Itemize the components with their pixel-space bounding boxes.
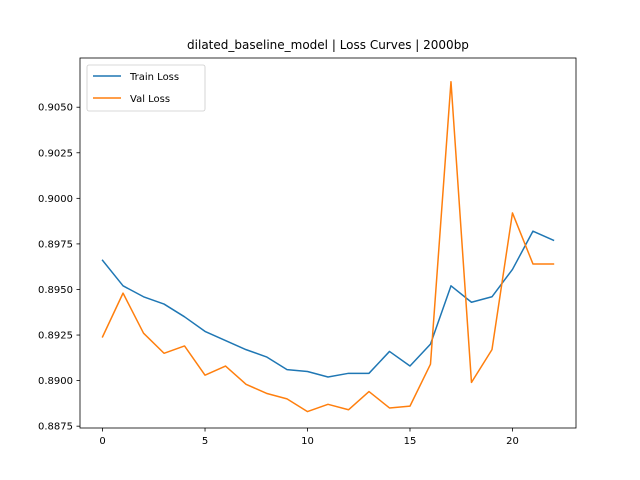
y-tick-label: 0.9050: [38, 103, 73, 114]
x-tick-label: 10: [301, 436, 314, 447]
x-tick-label: 15: [404, 436, 417, 447]
y-tick-label: 0.8900: [38, 376, 73, 387]
y-tick-label: 0.8975: [38, 239, 73, 250]
legend-label-val: Val Loss: [130, 94, 170, 105]
series-line-1: [101, 80, 555, 413]
y-tick-label: 0.8925: [38, 331, 73, 342]
x-tick-label: 5: [202, 436, 208, 447]
x-tick-label: 20: [506, 436, 519, 447]
chart-title: dilated_baseline_model | Loss Curves | 2…: [187, 38, 469, 52]
x-tick-label: 0: [99, 436, 105, 447]
legend: Train Loss Val Loss: [86, 64, 206, 112]
series-line-0: [101, 230, 555, 378]
y-tick-label: 0.9000: [38, 194, 73, 205]
plot-area-frame: [79, 57, 577, 429]
y-tick-label: 0.9025: [38, 148, 73, 159]
y-tick-label: 0.8875: [38, 422, 73, 433]
y-tick-label: 0.8950: [38, 285, 73, 296]
legend-label-train: Train Loss: [129, 72, 179, 83]
